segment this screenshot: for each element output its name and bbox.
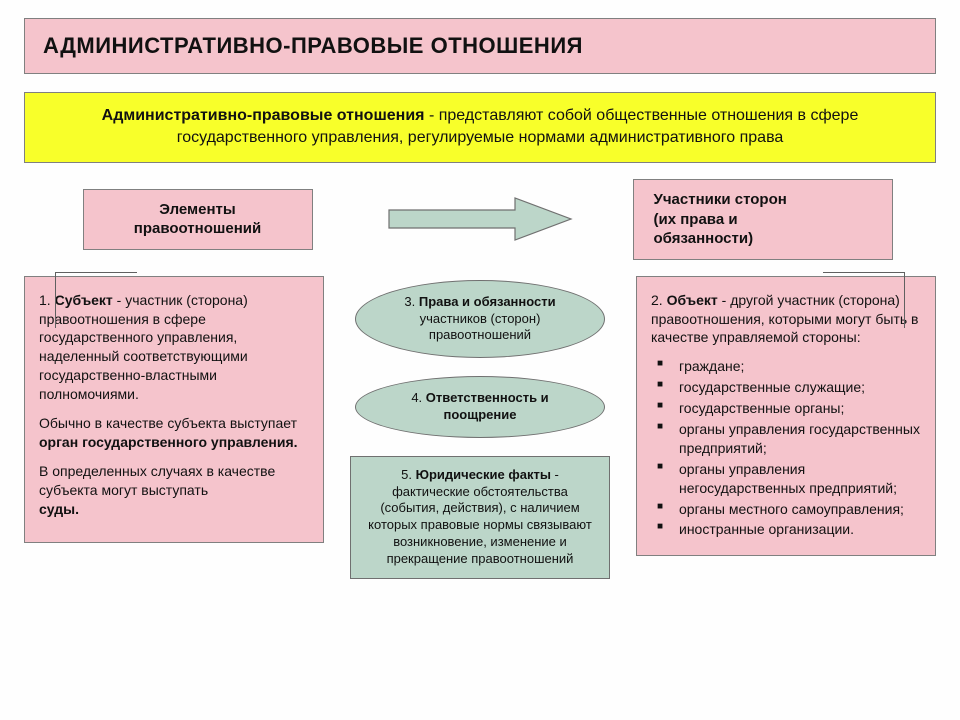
subject-p1: 1. Субъект - участник (сторона) правоотн… [39, 291, 309, 404]
responsibility-ellipse: 4. Ответственность и поощрение [355, 376, 605, 438]
subject-p3: В определенных случаях в качестве субъек… [39, 462, 309, 519]
mid-row: Элементыправоотношений Участники сторон(… [24, 179, 936, 260]
elements-box: Элементыправоотношений [83, 189, 313, 250]
page-title: АДМИНИСТРАТИВНО-ПРАВОВЫЕ ОТНОШЕНИЯ [43, 33, 917, 59]
subject-box: 1. Субъект - участник (сторона) правоотн… [24, 276, 324, 544]
subject-rest: - участник (сторона) правоотношения в сф… [39, 292, 248, 402]
object-num: 2. [651, 292, 667, 308]
connector [55, 272, 137, 273]
rights-duties-text: 3. Права и обязанности участников (сторо… [374, 294, 586, 343]
center-column: 3. Права и обязанности участников (сторо… [342, 276, 618, 579]
subject-p2a: Обычно в качестве субъекта выступает [39, 415, 297, 431]
el3-rest: участников (сторон) правоотношений [420, 311, 541, 342]
object-list: граждане; государственные служащие; госуда… [651, 357, 921, 539]
connector [55, 272, 56, 328]
object-term: Объект [667, 292, 718, 308]
object-list-item: государственные органы; [651, 399, 921, 418]
arrow-wrap [379, 196, 581, 242]
object-list-item: органы управления негосударственных пред… [651, 460, 921, 498]
el3-bold: Права и обязанности [419, 294, 556, 309]
el3-num: 3. [404, 294, 418, 309]
object-list-item: граждане; [651, 357, 921, 376]
responsibility-text: 4. Ответственность и поощрение [374, 390, 586, 423]
object-lead: 2. Объект - другой участник (сторона) пр… [651, 291, 921, 348]
subject-num: 1. [39, 292, 55, 308]
object-box: 2. Объект - другой участник (сторона) пр… [636, 276, 936, 557]
legal-facts-box: 5. Юридические факты - фактические обсто… [350, 456, 610, 579]
subject-p3a: В определенных случаях в качестве субъек… [39, 463, 275, 498]
connector [823, 272, 905, 273]
bottom-grid: 1. Субъект - участник (сторона) правоотн… [24, 276, 936, 579]
title-box: АДМИНИСТРАТИВНО-ПРАВОВЫЕ ОТНОШЕНИЯ [24, 18, 936, 74]
object-list-item: государственные служащие; [651, 378, 921, 397]
object-list-item: иностранные организации. [651, 520, 921, 539]
object-list-item: органы местного само­управления; [651, 500, 921, 519]
el4-bold: Ответственность и поощрение [426, 390, 549, 421]
definition-term: Административно-правовые отношения [102, 107, 425, 124]
arrow-icon [385, 196, 575, 242]
participants-box: Участники сторон(их права иобязанности) [633, 179, 893, 260]
object-list-item: органы управления государственных предпр… [651, 420, 921, 458]
el5-num: 5. [401, 467, 415, 482]
subject-p2: Обычно в качестве субъекта выступает орг… [39, 414, 309, 452]
el4-num: 4. [411, 390, 425, 405]
subject-p3b: суды. [39, 501, 79, 517]
subject-p2b: орган государственного управления. [39, 434, 298, 450]
definition-box: Административно-правовые отношения - пре… [24, 92, 936, 163]
rights-duties-ellipse: 3. Права и обязанности участников (сторо… [355, 280, 605, 358]
connector [904, 272, 905, 328]
participants-label: Участники сторон(их права иобязанности) [654, 191, 787, 247]
subject-term: Субъект [55, 292, 113, 308]
legal-facts-text: 5. Юридические факты - фактические обсто… [368, 467, 592, 566]
el5-bold: Юридические факты [416, 467, 551, 482]
elements-label: Элементыправоотношений [134, 201, 261, 238]
